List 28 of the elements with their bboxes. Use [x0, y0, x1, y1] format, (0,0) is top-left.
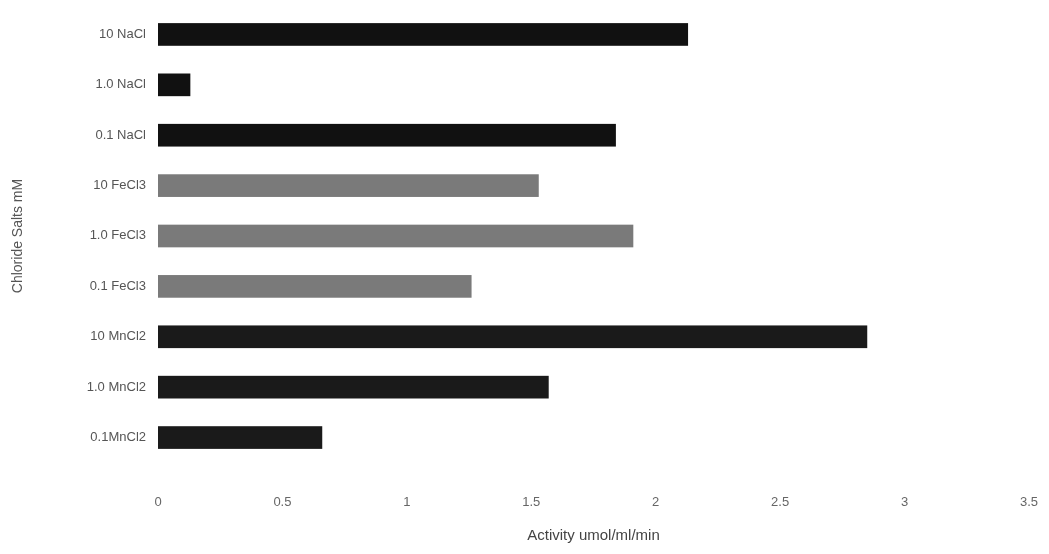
x-tick-label: 1 [403, 494, 411, 509]
bar [158, 224, 634, 248]
bar [158, 375, 549, 399]
x-tick-label: 0.5 [273, 494, 292, 509]
y-axis-title: Chloride Salts mM [9, 178, 25, 294]
bar [158, 73, 191, 97]
x-tick-label: 3 [900, 494, 909, 509]
bar [158, 325, 868, 349]
x-tick-label: 2 [652, 494, 660, 509]
y-tick-label: 0.1MnCl2 [90, 428, 146, 444]
y-tick-label: 1.0 MnCl2 [86, 378, 146, 394]
x-tick-label: 2.5 [771, 494, 790, 509]
bar [158, 174, 539, 197]
y-tick-label: 10 NaCl [99, 25, 147, 41]
y-tick-label: 0.1 FeCl3 [89, 277, 146, 293]
bar [158, 123, 616, 147]
bar [158, 275, 472, 298]
x-axis-title: Activity umol/ml/min [527, 526, 660, 543]
y-tick-label: 0.1 NaCl [95, 126, 147, 142]
x-tick-label: 3.5 [1019, 494, 1039, 509]
y-tick-label: 1.0 FeCl3 [89, 227, 146, 243]
x-tick-label: 1.5 [522, 494, 541, 509]
y-tick-label: 1.0 NaCl [95, 76, 147, 92]
y-tick-label: 10 MnCl2 [90, 328, 146, 344]
bar [158, 426, 323, 449]
y-tick-label: 10 FeCl3 [93, 177, 146, 193]
x-tick-label: 0 [154, 494, 162, 509]
bar [158, 23, 689, 46]
